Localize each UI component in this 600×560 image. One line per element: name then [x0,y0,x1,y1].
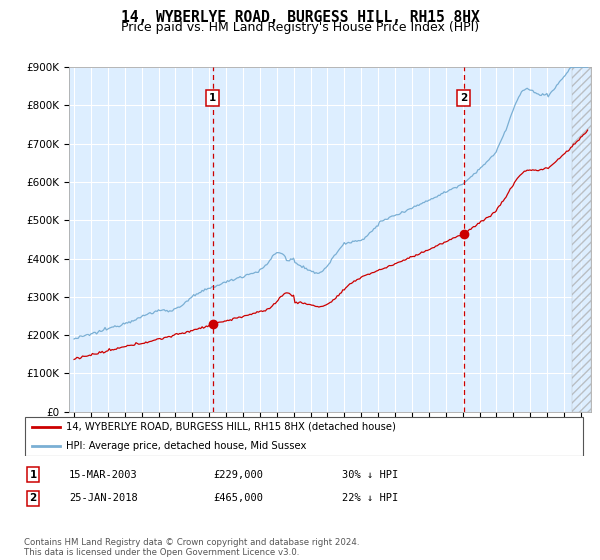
Text: 14, WYBERLYE ROAD, BURGESS HILL, RH15 8HX: 14, WYBERLYE ROAD, BURGESS HILL, RH15 8H… [121,10,479,25]
Text: HPI: Average price, detached house, Mid Sussex: HPI: Average price, detached house, Mid … [66,441,307,450]
Text: £229,000: £229,000 [213,470,263,480]
Text: 15-MAR-2003: 15-MAR-2003 [69,470,138,480]
Text: 22% ↓ HPI: 22% ↓ HPI [342,493,398,503]
Text: 1: 1 [209,93,217,103]
Text: 2: 2 [29,493,37,503]
Text: Contains HM Land Registry data © Crown copyright and database right 2024.
This d: Contains HM Land Registry data © Crown c… [24,538,359,557]
Text: 14, WYBERLYE ROAD, BURGESS HILL, RH15 8HX (detached house): 14, WYBERLYE ROAD, BURGESS HILL, RH15 8H… [66,422,396,432]
Text: 30% ↓ HPI: 30% ↓ HPI [342,470,398,480]
Text: 1: 1 [29,470,37,480]
FancyBboxPatch shape [25,417,583,456]
Text: Price paid vs. HM Land Registry's House Price Index (HPI): Price paid vs. HM Land Registry's House … [121,21,479,34]
Text: 2: 2 [460,93,467,103]
Text: £465,000: £465,000 [213,493,263,503]
Polygon shape [572,67,591,412]
Text: 25-JAN-2018: 25-JAN-2018 [69,493,138,503]
